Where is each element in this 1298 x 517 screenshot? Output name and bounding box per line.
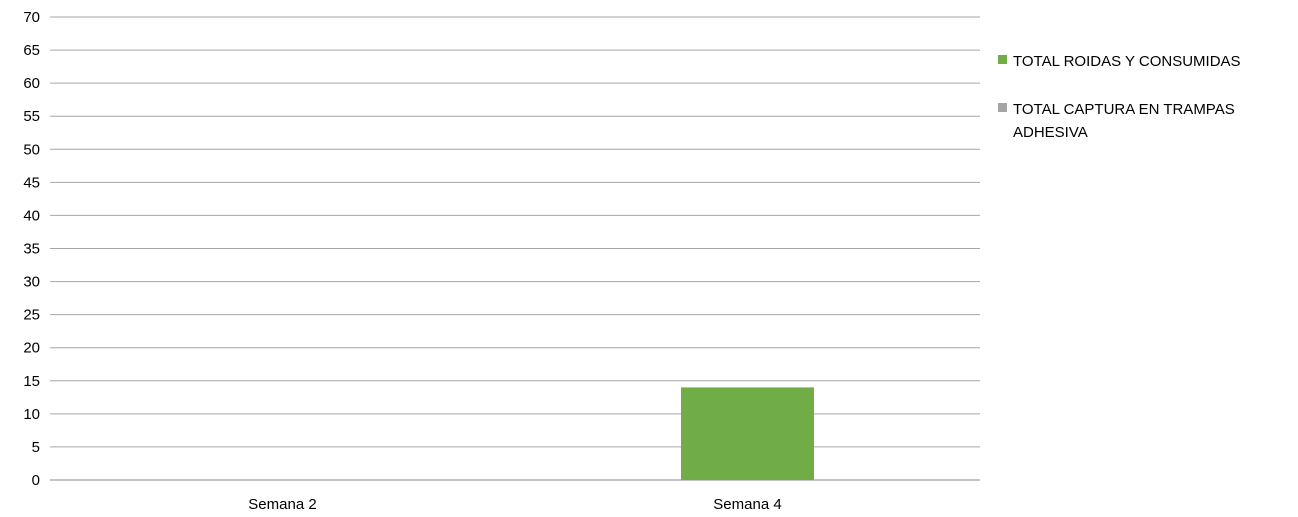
y-tick-label: 45 — [23, 174, 40, 191]
y-tick-label: 65 — [23, 42, 40, 59]
y-tick-label: 40 — [23, 207, 40, 224]
y-tick-label: 50 — [23, 141, 40, 158]
y-tick-label: 60 — [23, 75, 40, 92]
gridlines — [50, 16, 980, 481]
legend-swatch-gray — [998, 103, 1007, 112]
legend: TOTAL ROIDAS Y CONSUMIDAS TOTAL CAPTURA … — [998, 50, 1298, 169]
y-tick-label: 5 — [32, 439, 40, 456]
x-axis-ticks: Semana 2 Semana 4 — [248, 496, 781, 513]
x-tick-label: Semana 4 — [713, 496, 781, 513]
y-tick-label: 20 — [23, 340, 40, 357]
y-tick-label: 0 — [32, 472, 40, 489]
y-tick-label: 30 — [23, 274, 40, 291]
y-tick-label: 25 — [23, 307, 40, 324]
x-tick-label: Semana 2 — [248, 496, 316, 513]
y-tick-label: 10 — [23, 406, 40, 423]
y-tick-label: 35 — [23, 241, 40, 258]
legend-item-roidas: TOTAL ROIDAS Y CONSUMIDAS — [998, 50, 1298, 73]
y-tick-label: 70 — [23, 9, 40, 26]
y-tick-label: 55 — [23, 108, 40, 125]
legend-item-captura: TOTAL CAPTURA EN TRAMPAS ADHESIVA — [998, 98, 1298, 144]
bar-roidas-2 — [681, 387, 814, 480]
legend-label: TOTAL ROIDAS Y CONSUMIDAS — [1013, 53, 1241, 70]
y-axis-ticks: 0 5 10 15 20 25 30 35 40 45 50 55 60 65 70 — [23, 9, 40, 489]
legend-swatch-green — [998, 55, 1007, 64]
y-tick-label: 15 — [23, 373, 40, 390]
legend-label: TOTAL CAPTURA EN TRAMPAS ADHESIVA — [1013, 101, 1235, 141]
bars — [681, 387, 814, 480]
